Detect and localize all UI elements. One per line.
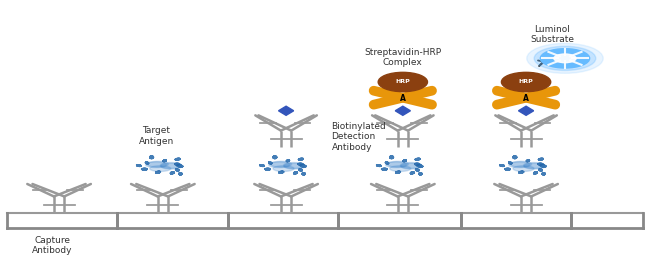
Polygon shape	[284, 163, 305, 169]
Text: Target
Antigen: Target Antigen	[138, 126, 174, 146]
Circle shape	[501, 72, 551, 92]
Circle shape	[540, 49, 590, 68]
Circle shape	[378, 72, 428, 92]
Polygon shape	[161, 163, 182, 169]
Polygon shape	[401, 163, 422, 169]
Text: Luminol
Substrate: Luminol Substrate	[530, 25, 574, 44]
Polygon shape	[385, 162, 406, 168]
Polygon shape	[269, 162, 290, 168]
Text: A: A	[400, 94, 406, 103]
Polygon shape	[387, 161, 408, 167]
Text: Biotinylated
Detection
Antibody: Biotinylated Detection Antibody	[332, 122, 386, 152]
Text: HRP: HRP	[519, 80, 534, 84]
Polygon shape	[161, 162, 181, 168]
Text: HRP: HRP	[395, 80, 410, 84]
Polygon shape	[519, 106, 534, 115]
Polygon shape	[270, 161, 292, 167]
Polygon shape	[511, 161, 532, 167]
Text: A: A	[523, 94, 529, 103]
Polygon shape	[283, 162, 305, 168]
Polygon shape	[278, 106, 294, 115]
Polygon shape	[395, 106, 410, 115]
Polygon shape	[513, 166, 534, 171]
Polygon shape	[524, 163, 545, 169]
Polygon shape	[273, 166, 294, 171]
Polygon shape	[390, 166, 411, 171]
Text: Streptavidin-HRP
Complex: Streptavidin-HRP Complex	[364, 48, 441, 67]
Polygon shape	[150, 166, 171, 171]
Polygon shape	[146, 162, 166, 168]
Polygon shape	[400, 162, 421, 168]
Polygon shape	[509, 162, 530, 168]
Polygon shape	[524, 162, 545, 168]
Circle shape	[554, 54, 576, 63]
Circle shape	[526, 43, 603, 73]
Text: Capture
Antibody: Capture Antibody	[32, 236, 73, 255]
Circle shape	[534, 46, 596, 70]
Polygon shape	[148, 161, 168, 167]
